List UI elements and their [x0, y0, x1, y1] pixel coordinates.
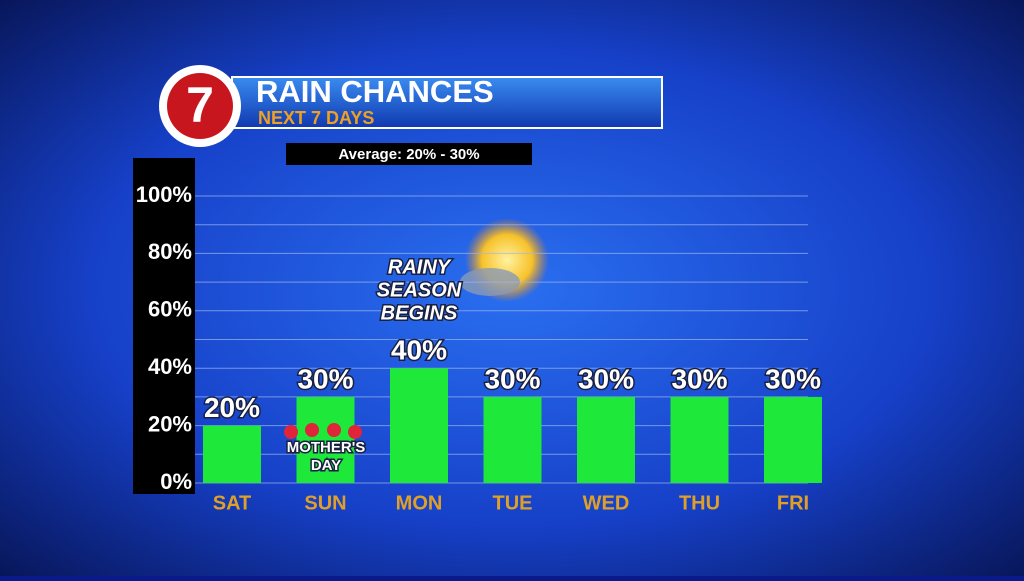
holiday-note: MOTHER'S: [287, 439, 366, 456]
average-box: [286, 143, 532, 165]
bar: [670, 396, 729, 483]
chart-title: RAIN CHANCES: [256, 74, 494, 109]
annotation: BEGINS: [381, 302, 458, 324]
bar: [764, 396, 822, 483]
x-tick-label: SAT: [213, 492, 252, 514]
y-tick-label: 0%: [160, 469, 192, 494]
x-tick-label: MON: [396, 492, 443, 514]
bar: [203, 425, 261, 483]
value-label: 30%: [578, 363, 634, 394]
bar: [390, 368, 448, 483]
x-tick-label: FRI: [777, 492, 809, 514]
value-label: 40%: [391, 335, 447, 366]
channel-logo: 7: [186, 77, 214, 133]
logo-disc: [167, 73, 233, 139]
axis-band: [133, 158, 195, 494]
value-label: 30%: [765, 363, 821, 394]
x-tick-label: TUE: [493, 492, 533, 514]
bar: [296, 396, 355, 483]
annotation: RAINY: [388, 256, 452, 278]
chart-subtitle: NEXT 7 DAYS: [258, 108, 374, 128]
annotation: SEASON: [377, 279, 462, 301]
y-tick-label: 80%: [148, 239, 192, 264]
y-tick-label: 20%: [148, 411, 192, 436]
x-tick-label: THU: [679, 492, 720, 514]
value-label: 20%: [204, 392, 260, 423]
value-label: 30%: [297, 363, 353, 394]
y-tick-label: 60%: [148, 297, 192, 322]
y-tick-label: 40%: [148, 354, 192, 379]
bar: [483, 396, 542, 483]
value-label: 30%: [484, 363, 540, 394]
holiday-note: DAY: [311, 457, 341, 474]
value-label: 30%: [671, 363, 727, 394]
bar: [577, 396, 635, 483]
title-panel: [231, 76, 663, 129]
x-tick-label: WED: [583, 492, 630, 514]
flowers: [284, 423, 362, 439]
average-note: Average: 20% - 30%: [338, 146, 479, 163]
x-tick-label: SUN: [304, 492, 346, 514]
y-tick-label: 100%: [136, 182, 192, 207]
plot: 0% 20% 40% 60% 80% 100% 20% SAT 30% SUN 40% MON 30% T…: [136, 182, 823, 514]
